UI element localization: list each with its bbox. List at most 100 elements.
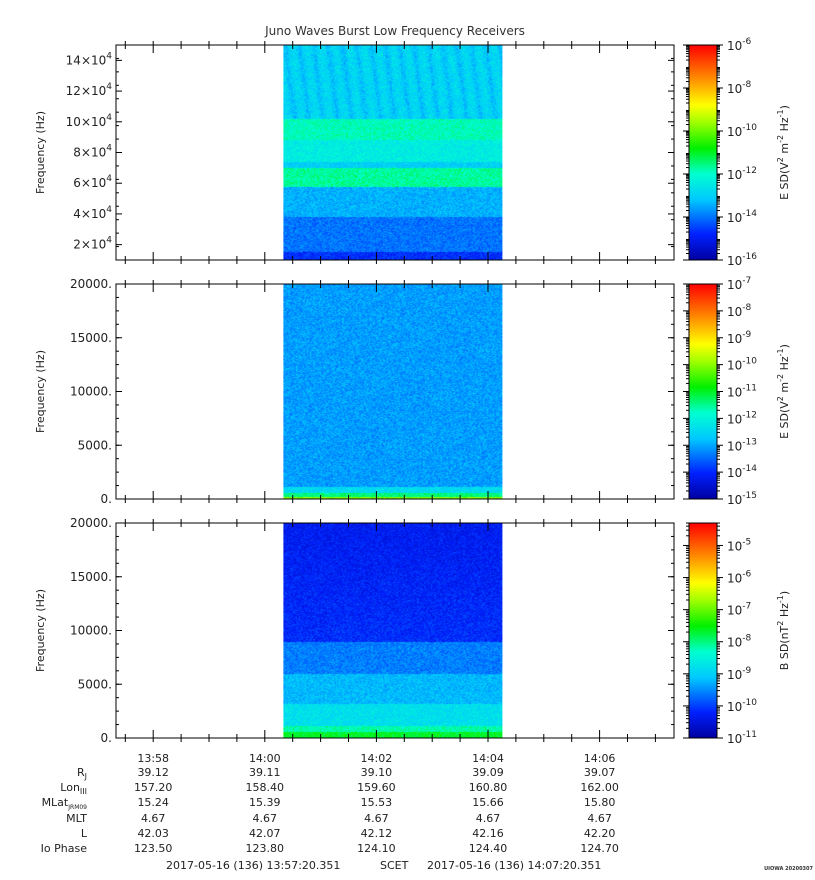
colorbar-tick-label: 10-13 bbox=[727, 437, 757, 453]
colorbar-tick-label: 10-10 bbox=[727, 123, 757, 139]
time-axis-labels: 13:58 14:00 14:02 14:04 14:06 bbox=[137, 752, 615, 765]
ephemeris-label: L bbox=[80, 826, 87, 840]
spectrogram-data bbox=[283, 523, 503, 738]
y-tick-label: 20000. bbox=[70, 277, 112, 291]
y-tick-label: 20000. bbox=[70, 516, 112, 530]
colorbar-tick-label: 10-5 bbox=[727, 537, 751, 553]
colorbar-gradient bbox=[688, 44, 718, 261]
colorbar-tick-label: 10-7 bbox=[727, 602, 751, 618]
ephemeris-value: 42.03 bbox=[137, 826, 169, 840]
y-tick-label: 5000. bbox=[78, 677, 112, 691]
ephemeris-value: 160.80 bbox=[468, 781, 508, 795]
colorbar-tick-label: 10-16 bbox=[727, 252, 757, 268]
y-tick-label: 15000. bbox=[70, 331, 112, 345]
colorbar-tick-label: 10-8 bbox=[727, 303, 752, 319]
ephemeris-value: 159.60 bbox=[357, 781, 396, 795]
colorbar-tick-label: 10-11 bbox=[727, 730, 757, 746]
ephemeris-value: 42.16 bbox=[472, 826, 504, 840]
y-axis-label: Frequency (Hz) bbox=[34, 589, 47, 672]
y-tick-label: 14×104 bbox=[66, 51, 113, 67]
colorbar-tick-label: 10-8 bbox=[727, 634, 752, 650]
ephemeris-value: 42.12 bbox=[360, 826, 393, 840]
y-tick-label: 5000. bbox=[78, 438, 112, 452]
time-tick-label: 14:04 bbox=[472, 752, 504, 765]
ephemeris-value: 39.12 bbox=[137, 766, 169, 779]
ephemeris-value: 162.00 bbox=[580, 781, 619, 795]
ephemeris-value: 124.10 bbox=[357, 842, 396, 855]
chart-title: Juno Waves Burst Low Frequency Receivers bbox=[265, 24, 525, 38]
ephemeris-value: 158.40 bbox=[245, 781, 285, 795]
ephemeris-value: 157.20 bbox=[133, 781, 173, 795]
colorbar-tick-label: 10-15 bbox=[727, 491, 757, 507]
y-tick-label: 10000. bbox=[70, 624, 112, 638]
ephemeris-label: MLT bbox=[66, 811, 87, 825]
spectrogram-panel: 0. 5000. 10000. 15000. 20000. Frequency (Hz) bbox=[34, 516, 675, 745]
colorbar-tick-label: 10-10 bbox=[727, 698, 757, 714]
colorbar-tick-label: 10-7 bbox=[727, 276, 751, 292]
colorbar-gradient bbox=[688, 283, 718, 500]
ephemeris-value: 4.67 bbox=[252, 811, 278, 825]
ephemeris-value: 123.80 bbox=[245, 842, 285, 855]
colorbar-gradient bbox=[688, 522, 718, 739]
ephemeris-value: 4.67 bbox=[475, 811, 501, 825]
y-tick-label: 4×104 bbox=[73, 205, 112, 221]
y-tick-label: 15000. bbox=[70, 570, 112, 584]
colorbar-tick-label: 10-6 bbox=[727, 37, 752, 53]
y-axis-label: Frequency (Hz) bbox=[34, 111, 47, 194]
y-tick-label: 0. bbox=[101, 731, 112, 745]
colorbar-tick-label: 10-12 bbox=[727, 410, 757, 426]
colorbar-tick-label: 10-14 bbox=[727, 209, 757, 225]
ephemeris-value: 15.66 bbox=[472, 796, 504, 810]
ephemeris-value: 15.24 bbox=[137, 796, 169, 810]
colorbar-label: E SD(V2 m-2 Hz-1) bbox=[776, 344, 791, 439]
time-tick-label: 13:58 bbox=[137, 752, 169, 765]
colorbar-label: B SD(nT2 Hz-1) bbox=[776, 591, 791, 670]
ephemeris-value: 39.11 bbox=[249, 766, 281, 779]
ephemeris-value: 15.39 bbox=[249, 796, 281, 810]
y-tick-label: 0. bbox=[101, 492, 112, 506]
ephemeris-value: 39.07 bbox=[583, 766, 616, 779]
ephemeris-value: 39.10 bbox=[360, 766, 393, 779]
y-axis-label: Frequency (Hz) bbox=[34, 350, 47, 433]
ephemeris-value: 42.07 bbox=[249, 826, 281, 840]
y-tick-label: 8×104 bbox=[73, 144, 112, 160]
spectrogram-data bbox=[283, 45, 503, 260]
spectrogram-panel: 2×104 4×104 6×104 8×104 10×104 12×104 14×104 Fr… bbox=[34, 41, 675, 264]
ephemeris-label: Io Phase bbox=[40, 842, 87, 855]
ephemeris-value: 15.80 bbox=[583, 796, 616, 810]
ephemeris-value: 15.53 bbox=[360, 796, 393, 810]
ephemeris-value: 4.67 bbox=[140, 811, 166, 825]
colorbar-tick-label: 10-12 bbox=[727, 166, 757, 182]
ephemeris-value: 42.20 bbox=[583, 826, 616, 840]
footer-start-time: 2017-05-16 (136) 13:57:20.351 bbox=[166, 859, 341, 872]
ephemeris-label: LonIII bbox=[60, 781, 87, 797]
ephemeris-label: RJ bbox=[76, 766, 87, 782]
spectrogram-data bbox=[283, 284, 503, 499]
y-tick-label: 10000. bbox=[70, 385, 112, 399]
ephemeris-value: 124.40 bbox=[468, 842, 508, 855]
y-tick-label: 6×104 bbox=[73, 174, 112, 190]
colorbar-tick-label: 10-10 bbox=[727, 357, 757, 373]
colorbar-tick-label: 10-9 bbox=[727, 666, 752, 682]
y-tick-label: 2×104 bbox=[73, 236, 112, 252]
colorbar: 10-7 10-8 10-9 10-10 10-11 10-12 10-13 10-14 10-… bbox=[683, 276, 791, 507]
ephemeris-value: 4.67 bbox=[364, 811, 389, 825]
time-tick-label: 14:02 bbox=[361, 752, 393, 765]
spectrogram-panel: 0. 5000. 10000. 15000. 20000. Frequency (Hz) bbox=[34, 277, 675, 506]
colorbar: 10-5 10-6 10-7 10-8 10-9 10-10 10-11 B SD(nT2 H… bbox=[683, 522, 791, 746]
colorbar-tick-label: 10-6 bbox=[727, 570, 752, 586]
ephemeris-value: 123.50 bbox=[133, 842, 173, 855]
colorbar-tick-label: 10-8 bbox=[727, 80, 752, 96]
ephemeris-value: 39.09 bbox=[472, 766, 504, 779]
colorbar-tick-label: 10-9 bbox=[727, 330, 752, 346]
time-tick-label: 14:06 bbox=[584, 752, 616, 765]
colorbar-tick-label: 10-14 bbox=[727, 464, 757, 480]
ephemeris-label: MLatJRM09 bbox=[41, 796, 87, 812]
y-tick-label: 10×104 bbox=[66, 113, 113, 129]
ephemeris-value: 4.67 bbox=[587, 811, 612, 825]
colorbar-label: E SD(V2 m-2 Hz-1) bbox=[776, 105, 791, 200]
ephemeris-value: 124.70 bbox=[580, 842, 619, 855]
footer-scet-label: SCET bbox=[380, 859, 409, 872]
colorbar-tick-label: 10-11 bbox=[727, 384, 757, 400]
